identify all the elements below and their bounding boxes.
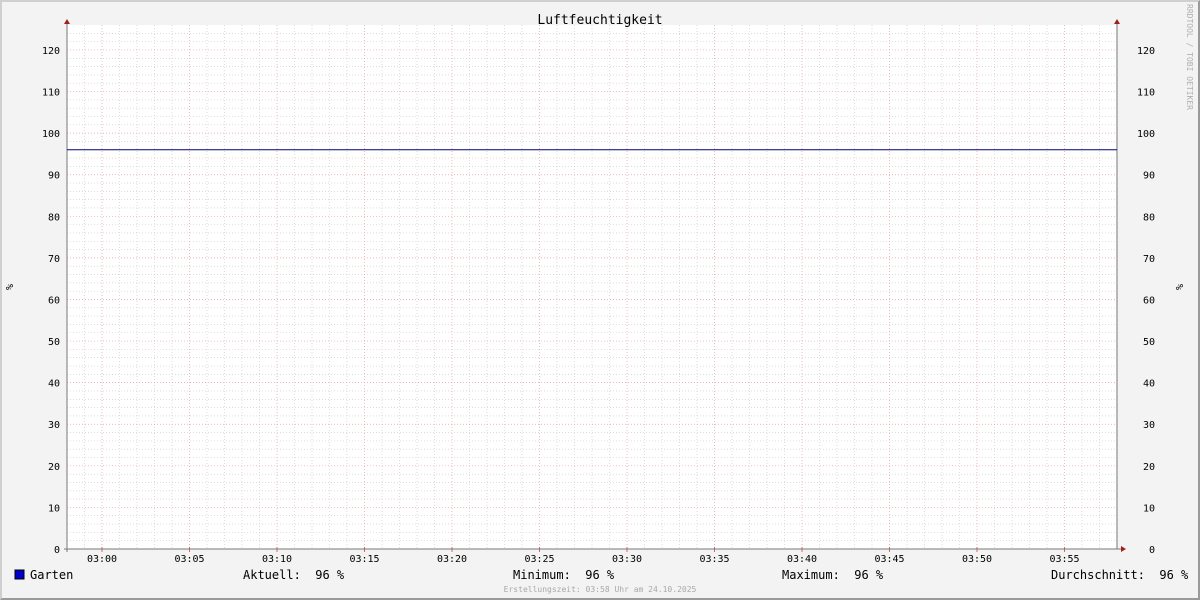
y-tick-label-right: 70: [1143, 254, 1155, 265]
y-tick-label-left: 20: [48, 462, 60, 473]
watermark: RRDTOOL / TOBI OETIKER: [1185, 4, 1194, 110]
x-tick-label: 03:40: [787, 554, 817, 565]
legend-minimum: Minimum: 96 %: [513, 568, 615, 582]
y-tick-label-right: 110: [1137, 88, 1155, 99]
y-tick-label-right: 10: [1143, 503, 1155, 514]
y-tick-label-right: 30: [1143, 420, 1155, 431]
y-tick-label-right: 80: [1143, 212, 1155, 223]
y-tick-label-left: 10: [48, 503, 60, 514]
x-tick-label: 03:50: [962, 554, 992, 565]
y-tick-label-right: 50: [1143, 337, 1155, 348]
y-tick-label-left: 50: [48, 337, 60, 348]
y-tick-label-right: 90: [1143, 171, 1155, 182]
y-tick-label-right: 120: [1137, 46, 1155, 57]
arrow-up-icon: [64, 19, 70, 24]
y-tick-label-right: 40: [1143, 379, 1155, 390]
y-tick-label-left: 110: [42, 88, 60, 99]
legend-name: Garten: [30, 568, 73, 582]
y-tick-label-left: 80: [48, 212, 60, 223]
y-tick-label-right: 0: [1149, 545, 1155, 556]
y-axis-label-right: %: [1175, 284, 1186, 290]
y-tick-label-left: 100: [42, 129, 60, 140]
x-tick-label: 03:35: [699, 554, 729, 565]
x-tick-label: 03:25: [524, 554, 554, 565]
legend-swatch-garten: [14, 569, 25, 580]
x-tick-label: 03:00: [87, 554, 117, 565]
x-tick-label: 03:10: [262, 554, 292, 565]
y-tick-label-left: 70: [48, 254, 60, 265]
x-tick-label: 03:20: [437, 554, 467, 565]
y-tick-label-right: 60: [1143, 295, 1155, 306]
y-tick-label-left: 90: [48, 171, 60, 182]
x-tick-label: 03:55: [1049, 554, 1079, 565]
y-tick-label-right: 20: [1143, 462, 1155, 473]
x-tick-label: 03:15: [349, 554, 379, 565]
y-tick-label-left: 0: [54, 545, 60, 556]
footer-timestamp: Erstellungszeit: 03:58 Uhr am 24.10.2025: [504, 585, 697, 594]
x-tick-label: 03:05: [174, 554, 204, 565]
y-tick-label-left: 60: [48, 295, 60, 306]
x-tick-label: 03:30: [612, 554, 642, 565]
y-tick-label-left: 30: [48, 420, 60, 431]
y-tick-label-left: 40: [48, 379, 60, 390]
chart-title: Luftfeuchtigkeit: [537, 13, 662, 28]
x-tick-label: 03:45: [874, 554, 904, 565]
y-tick-label-right: 100: [1137, 129, 1155, 140]
arrow-right-icon: [1121, 546, 1126, 552]
legend-maximum: Maximum: 96 %: [782, 568, 884, 582]
legend-aktuell: Aktuell: 96 %: [243, 568, 345, 582]
y-tick-label-left: 120: [42, 46, 60, 57]
y-axis-label-left: %: [5, 284, 16, 290]
legend-durchschnitt: Durchschnitt: 96 %: [1051, 568, 1189, 582]
arrow-up-icon: [1114, 19, 1120, 24]
